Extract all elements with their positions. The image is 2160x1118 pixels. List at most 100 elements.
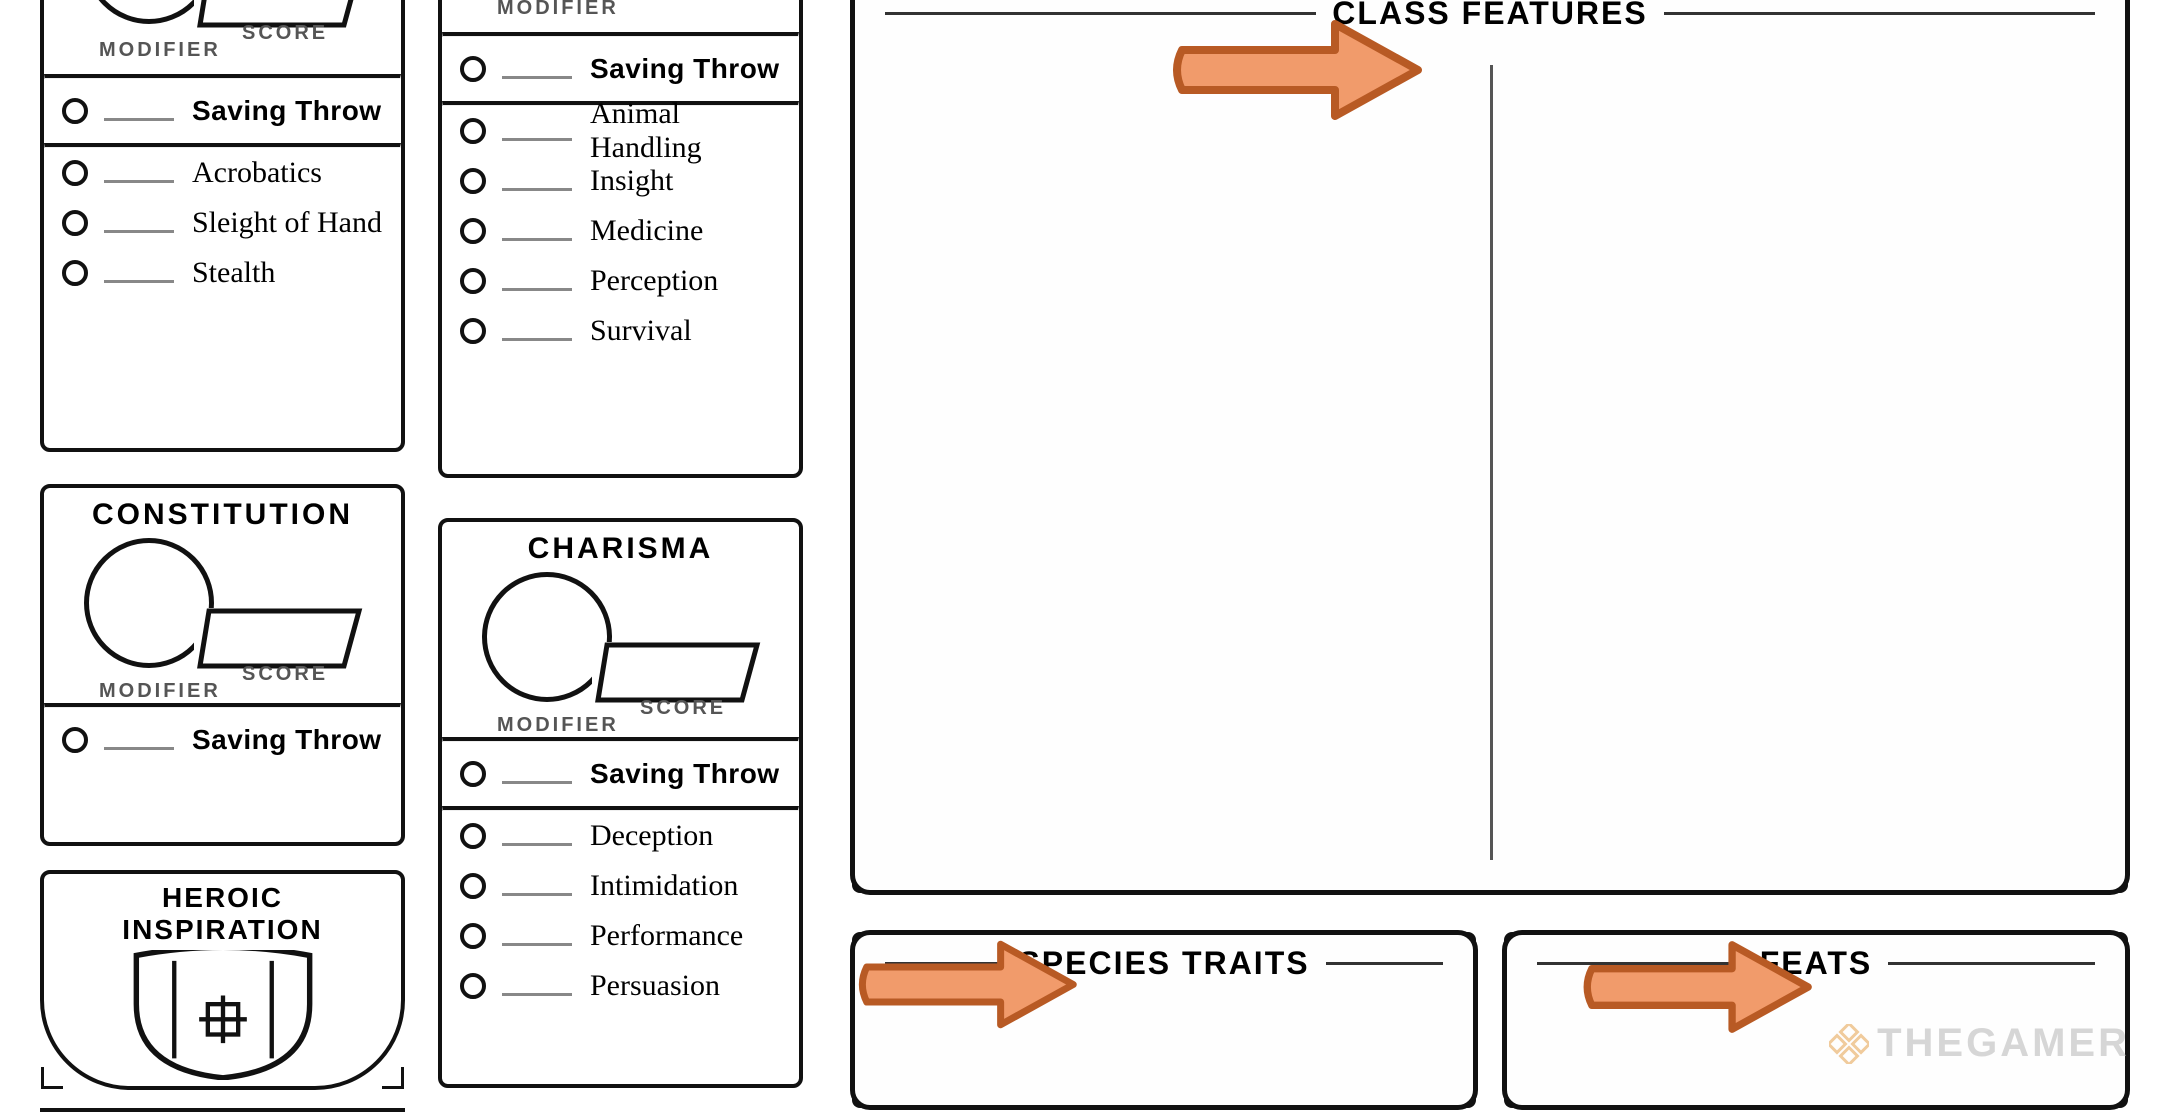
bonus-line[interactable]: [104, 163, 174, 183]
class-features-header: CLASS FEATURES: [885, 0, 2095, 32]
modifier-score-area: MODIFIER SCORE: [442, 0, 799, 32]
score-box[interactable]: [592, 642, 762, 704]
bonus-line[interactable]: [502, 271, 572, 291]
skill-label: Sleight of Hand: [192, 206, 382, 240]
proficiency-circle[interactable]: [460, 118, 486, 144]
skill-row[interactable]: Persuasion: [442, 961, 799, 1011]
bonus-line[interactable]: [502, 321, 572, 341]
score-label: SCORE: [242, 663, 328, 686]
modifier-score-area: MODIFIER SCORE: [442, 572, 799, 737]
header-line: [885, 12, 1316, 15]
skill-label: Perception: [590, 264, 718, 298]
proficiency-circle[interactable]: [460, 823, 486, 849]
bonus-line[interactable]: [104, 263, 174, 283]
bonus-line[interactable]: [502, 221, 572, 241]
bonus-line[interactable]: [502, 926, 572, 946]
skill-row[interactable]: Animal Handling: [442, 106, 799, 156]
saving-throw-label: Saving Throw: [590, 758, 780, 790]
ability-title: CHARISMA: [442, 522, 799, 572]
heroic-title-line1: HEROIC: [54, 882, 391, 914]
skill-row[interactable]: Survival: [442, 306, 799, 356]
ability-block-charisma: CHARISMA MODIFIER SCORE Saving Throw Dec…: [438, 518, 803, 1088]
bonus-line[interactable]: [502, 171, 572, 191]
saving-throw-row[interactable]: Saving Throw: [442, 742, 799, 806]
saving-throw-row[interactable]: Saving Throw: [44, 79, 401, 143]
species-traits-title: SPECIES TRAITS: [1018, 945, 1309, 982]
proficiency-circle[interactable]: [460, 56, 486, 82]
skill-label: Animal Handling: [590, 97, 781, 165]
feats-panel: FEATS: [1502, 930, 2130, 1110]
saving-throw-label: Saving Throw: [590, 53, 780, 85]
skill-row[interactable]: Sleight of Hand: [44, 198, 401, 248]
proficiency-circle[interactable]: [62, 98, 88, 124]
header-line: [1326, 962, 1443, 965]
proficiency-circle[interactable]: [62, 210, 88, 236]
skill-row[interactable]: Medicine: [442, 206, 799, 256]
skill-row[interactable]: Perception: [442, 256, 799, 306]
bonus-line[interactable]: [502, 764, 572, 784]
feats-header: FEATS: [1537, 945, 2095, 982]
modifier-label: MODIFIER: [497, 714, 619, 737]
proficiency-circle[interactable]: [460, 873, 486, 899]
ability-block-constitution: CONSTITUTION MODIFIER SCORE Saving Throw: [40, 484, 405, 846]
bonus-line[interactable]: [502, 121, 572, 141]
partial-panel-edge: [40, 1108, 405, 1118]
proficiency-circle[interactable]: [460, 761, 486, 787]
saving-throw-label: Saving Throw: [192, 95, 382, 127]
skill-label: Intimidation: [590, 869, 738, 903]
watermark-text: THEGAMER: [1877, 1021, 2130, 1066]
saving-throw-row[interactable]: Saving Throw: [44, 708, 401, 772]
score-label: SCORE: [640, 0, 726, 3]
proficiency-circle[interactable]: [460, 973, 486, 999]
modifier-label: MODIFIER: [497, 0, 619, 20]
skill-label: Survival: [590, 314, 692, 348]
proficiency-circle[interactable]: [62, 160, 88, 186]
bonus-line[interactable]: [104, 213, 174, 233]
skill-label: Stealth: [192, 256, 275, 290]
header-line: [1664, 12, 2095, 15]
skill-label: Deception: [590, 819, 713, 853]
bonus-line[interactable]: [104, 730, 174, 750]
skill-row[interactable]: Deception: [442, 811, 799, 861]
heroic-shield-icon[interactable]: [93, 950, 353, 1080]
species-traits-panel: SPECIES TRAITS: [850, 930, 1478, 1110]
skill-label: Persuasion: [590, 969, 720, 1003]
watermark-icon: [1829, 1024, 1869, 1064]
bonus-line[interactable]: [502, 826, 572, 846]
heroic-inspiration-block: HEROIC INSPIRATION: [40, 870, 405, 1090]
proficiency-circle[interactable]: [62, 727, 88, 753]
bonus-line[interactable]: [502, 59, 572, 79]
modifier-label: MODIFIER: [99, 680, 221, 703]
proficiency-circle[interactable]: [460, 218, 486, 244]
proficiency-circle[interactable]: [460, 168, 486, 194]
header-line: [1888, 962, 2095, 965]
saving-throw-label: Saving Throw: [192, 724, 382, 756]
modifier-label: MODIFIER: [99, 39, 221, 62]
proficiency-circle[interactable]: [460, 318, 486, 344]
class-features-divider: [1490, 65, 1493, 860]
watermark: THEGAMER: [1829, 1021, 2130, 1066]
score-box[interactable]: [194, 608, 364, 670]
modifier-score-area: MODIFIER SCORE: [44, 538, 401, 703]
proficiency-circle[interactable]: [62, 260, 88, 286]
bonus-line[interactable]: [104, 101, 174, 121]
species-traits-header: SPECIES TRAITS: [885, 945, 1443, 982]
bonus-line[interactable]: [502, 976, 572, 996]
header-line: [885, 962, 1002, 965]
score-label: SCORE: [640, 697, 726, 720]
ability-block-right-top: MODIFIER SCORE Saving Throw Animal Handl…: [438, 0, 803, 478]
skill-label: Acrobatics: [192, 156, 322, 190]
class-features-title: CLASS FEATURES: [1332, 0, 1647, 32]
proficiency-circle[interactable]: [460, 268, 486, 294]
class-features-panel: CLASS FEATURES: [850, 0, 2130, 895]
skill-row[interactable]: Acrobatics: [44, 148, 401, 198]
skill-label: Medicine: [590, 214, 703, 248]
heroic-title-line2: INSPIRATION: [54, 914, 391, 946]
skill-row[interactable]: Stealth: [44, 248, 401, 298]
saving-throw-row[interactable]: Saving Throw: [442, 37, 799, 101]
heroic-title: HEROIC INSPIRATION: [44, 874, 401, 950]
proficiency-circle[interactable]: [460, 923, 486, 949]
skill-row[interactable]: Performance: [442, 911, 799, 961]
skill-row[interactable]: Intimidation: [442, 861, 799, 911]
bonus-line[interactable]: [502, 876, 572, 896]
